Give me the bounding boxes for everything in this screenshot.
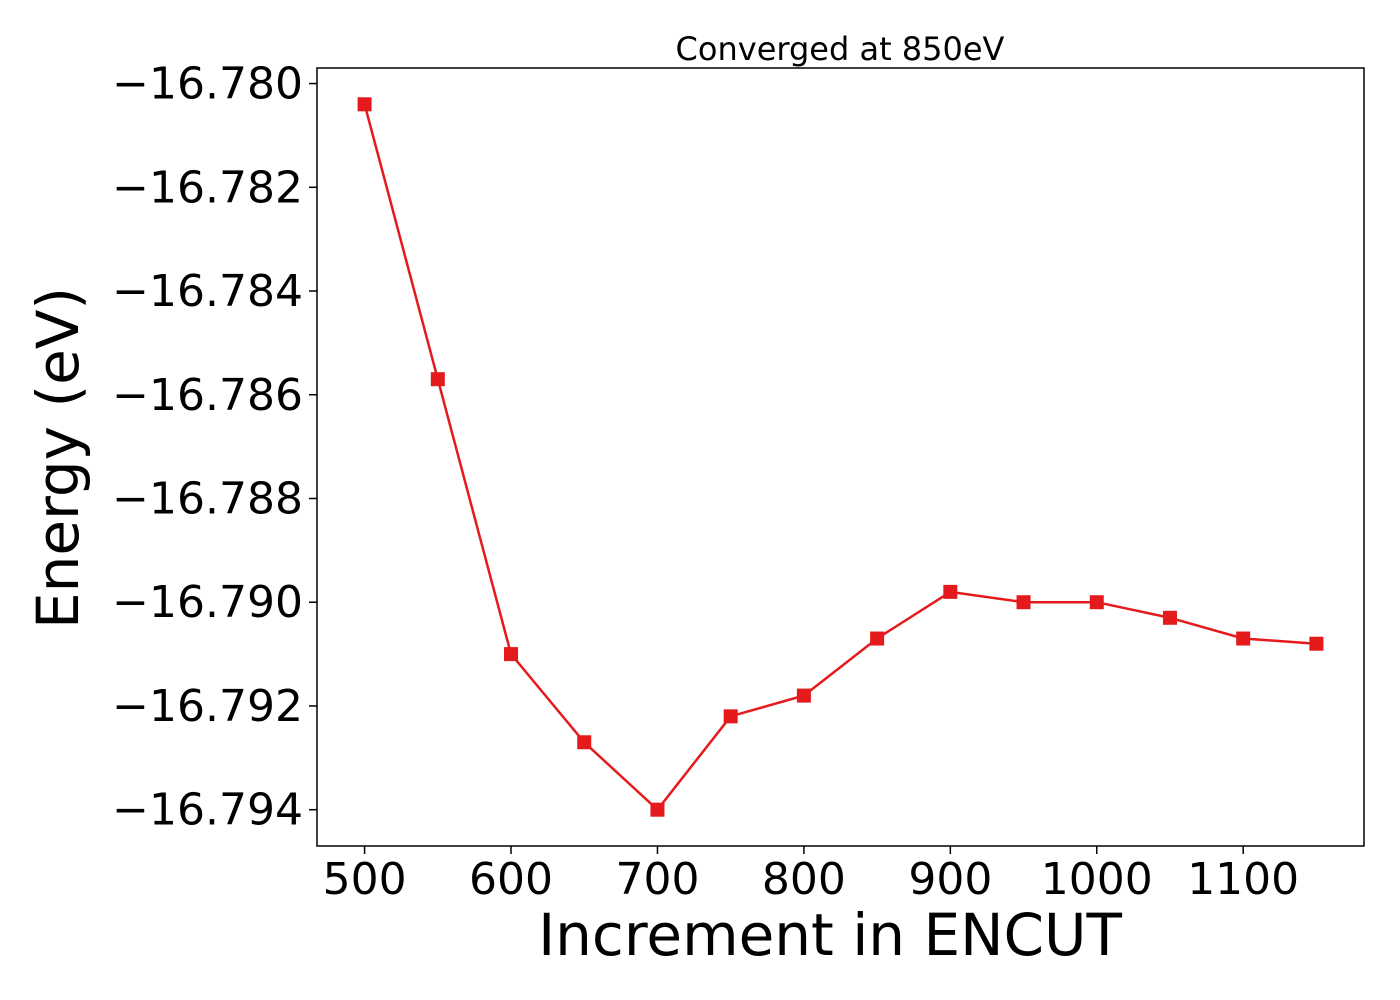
data-point-marker: [723, 709, 738, 724]
y-tick-label: −16.788: [112, 473, 303, 524]
x-axis-title: Increment in ENCUT: [538, 901, 1122, 969]
data-point-marker: [430, 372, 445, 387]
y-tick-label: −16.794: [112, 785, 303, 836]
data-point-marker: [870, 631, 885, 646]
x-tick-label: 600: [469, 854, 553, 905]
y-tick-label: −16.790: [112, 577, 303, 628]
x-tick-label: 500: [323, 854, 407, 905]
data-point-marker: [504, 647, 519, 662]
y-tick-label: −16.786: [112, 370, 303, 421]
data-point-marker: [650, 802, 665, 817]
data-point-marker: [357, 97, 372, 112]
data-point-marker: [1162, 610, 1177, 625]
y-tick-label: −16.780: [112, 59, 303, 110]
chart-title: Converged at 850eV: [676, 30, 1005, 68]
x-tick-label: 700: [615, 854, 699, 905]
data-point-marker: [1236, 631, 1251, 646]
y-axis-ticks: −16.780 −16.782 −16.784 −16.786 −16.788 −16.7…: [112, 59, 317, 836]
y-tick-label: −16.792: [112, 681, 303, 732]
y-axis-title: Energy (eV): [24, 287, 92, 629]
data-point-marker: [577, 735, 592, 750]
data-point-marker: [943, 584, 958, 599]
series-line: [363, 103, 1317, 812]
series-markers: [357, 97, 1324, 817]
data-point-marker: [1309, 636, 1324, 651]
y-tick-label: −16.782: [112, 162, 303, 213]
data-point-marker: [796, 688, 811, 703]
plot-area-frame: [316, 67, 1365, 847]
x-tick-label: 1100: [1187, 854, 1299, 905]
data-point-marker: [1016, 595, 1031, 610]
x-axis-ticks: 500 600 700 800 900 1000 1100: [323, 846, 1299, 905]
x-tick-label: 800: [762, 854, 846, 905]
x-tick-label: 1000: [1041, 854, 1153, 905]
data-point-marker: [1089, 595, 1104, 610]
y-tick-label: −16.784: [112, 266, 303, 317]
x-tick-label: 900: [908, 854, 992, 905]
